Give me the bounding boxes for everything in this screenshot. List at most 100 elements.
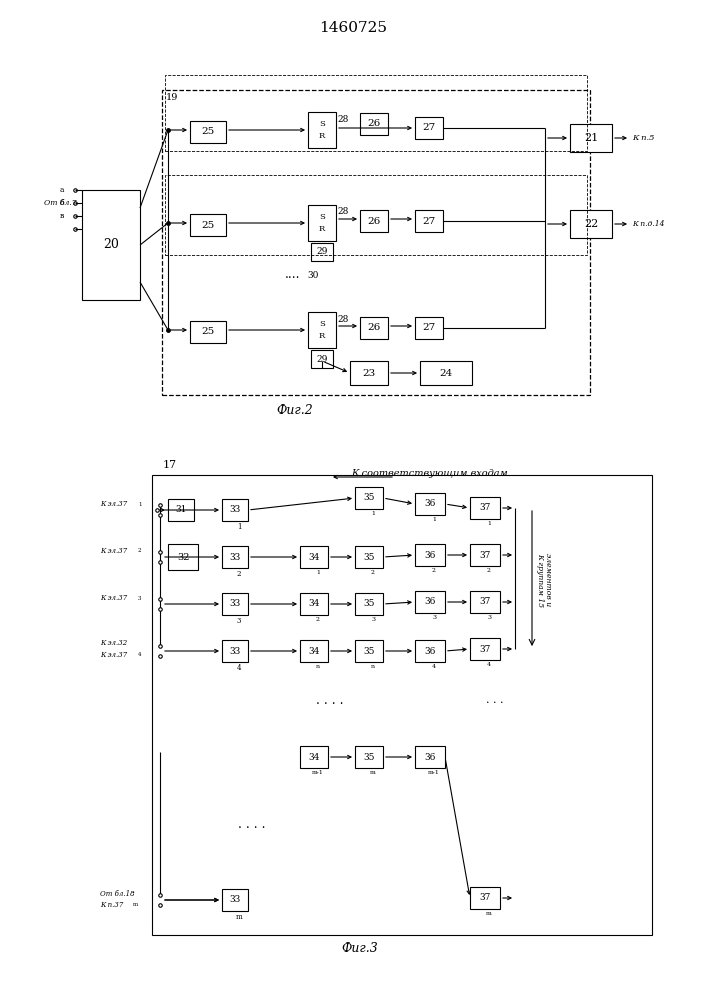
Text: 28: 28 <box>337 208 349 217</box>
Bar <box>415 591 445 613</box>
Text: 37: 37 <box>479 550 491 560</box>
Text: 37: 37 <box>479 504 491 512</box>
Text: 3: 3 <box>487 615 491 620</box>
Text: 2: 2 <box>316 617 320 622</box>
Bar <box>350 361 388 385</box>
Text: m: m <box>235 913 243 921</box>
Text: 22: 22 <box>584 219 598 229</box>
Text: 35: 35 <box>363 552 375 562</box>
Text: 35: 35 <box>363 599 375 608</box>
Text: 34: 34 <box>308 552 320 562</box>
Text: 2: 2 <box>432 568 436 573</box>
Text: 35: 35 <box>363 647 375 656</box>
Bar <box>222 889 248 911</box>
Text: 33: 33 <box>229 647 240 656</box>
Bar <box>311 350 333 368</box>
Text: 1: 1 <box>138 502 141 506</box>
Bar <box>308 205 336 241</box>
Bar <box>415 210 443 232</box>
Text: 30: 30 <box>307 270 318 279</box>
Text: 4: 4 <box>237 664 241 672</box>
Text: 24: 24 <box>439 368 452 377</box>
Text: К эл.37: К эл.37 <box>100 547 127 555</box>
Text: К п.37: К п.37 <box>100 901 124 909</box>
Text: 25: 25 <box>201 127 215 136</box>
Text: . . . .: . . . . <box>238 818 266 832</box>
Text: 34: 34 <box>308 752 320 762</box>
Text: . . . .: . . . . <box>316 694 344 706</box>
Bar <box>355 593 383 615</box>
Bar <box>300 546 328 568</box>
Bar <box>355 640 383 662</box>
Bar <box>355 746 383 768</box>
Text: От бл.18: От бл.18 <box>100 890 134 898</box>
Bar <box>311 243 333 261</box>
Bar <box>300 746 328 768</box>
Bar <box>162 90 590 395</box>
Bar <box>222 546 248 568</box>
Text: 28: 28 <box>337 314 349 324</box>
Text: 3: 3 <box>138 595 141 600</box>
Text: ....: .... <box>285 268 300 282</box>
Bar <box>300 640 328 662</box>
Text: R: R <box>319 225 325 233</box>
Text: а: а <box>60 186 64 194</box>
Text: Фиг.3: Фиг.3 <box>341 942 378 954</box>
Bar <box>222 593 248 615</box>
Text: 19: 19 <box>166 93 178 102</box>
Text: 31: 31 <box>175 506 187 514</box>
Text: 27: 27 <box>422 217 436 226</box>
Text: 17: 17 <box>163 460 177 470</box>
Text: 29: 29 <box>316 355 327 363</box>
Text: 32: 32 <box>177 552 189 562</box>
Text: К п.5: К п.5 <box>632 134 655 142</box>
Bar <box>355 487 383 509</box>
Text: 23: 23 <box>363 368 375 377</box>
Bar <box>300 593 328 615</box>
Text: 2: 2 <box>237 570 241 578</box>
Bar <box>470 638 500 660</box>
Text: в: в <box>60 212 64 220</box>
Text: 26: 26 <box>368 324 380 332</box>
Bar <box>470 887 500 909</box>
Text: 37: 37 <box>479 645 491 654</box>
Text: m-1: m-1 <box>312 770 324 775</box>
Text: 4: 4 <box>487 662 491 667</box>
Text: 2: 2 <box>487 568 491 573</box>
Bar <box>360 113 388 135</box>
Bar <box>570 124 612 152</box>
Text: 27: 27 <box>422 324 436 332</box>
Text: 25: 25 <box>201 328 215 336</box>
Text: 4: 4 <box>432 664 436 669</box>
Text: 1: 1 <box>316 570 320 575</box>
Bar <box>165 175 587 255</box>
Bar <box>415 746 445 768</box>
Text: 37: 37 <box>479 597 491 606</box>
Text: 34: 34 <box>308 599 320 608</box>
Text: 2: 2 <box>138 548 141 554</box>
Text: 33: 33 <box>229 599 240 608</box>
Text: 28: 28 <box>337 114 349 123</box>
Text: 29: 29 <box>316 247 327 256</box>
Text: 36: 36 <box>424 597 436 606</box>
Bar <box>570 210 612 238</box>
Text: Фиг.2: Фиг.2 <box>276 403 313 416</box>
Text: m: m <box>133 902 139 908</box>
Text: S: S <box>319 120 325 128</box>
Text: 34: 34 <box>308 647 320 656</box>
Text: К эл.32: К эл.32 <box>100 639 127 647</box>
Bar <box>355 546 383 568</box>
Text: 35: 35 <box>363 493 375 502</box>
Bar <box>190 214 226 236</box>
Text: 1: 1 <box>487 521 491 526</box>
Text: 1460725: 1460725 <box>319 21 387 35</box>
Bar <box>168 499 194 521</box>
Text: n: n <box>316 664 320 669</box>
Text: S: S <box>319 320 325 328</box>
Bar <box>470 591 500 613</box>
Text: 21: 21 <box>584 133 598 143</box>
Bar <box>470 544 500 566</box>
Bar <box>190 121 226 143</box>
Text: m-1: m-1 <box>428 770 440 775</box>
Text: 26: 26 <box>368 119 380 128</box>
